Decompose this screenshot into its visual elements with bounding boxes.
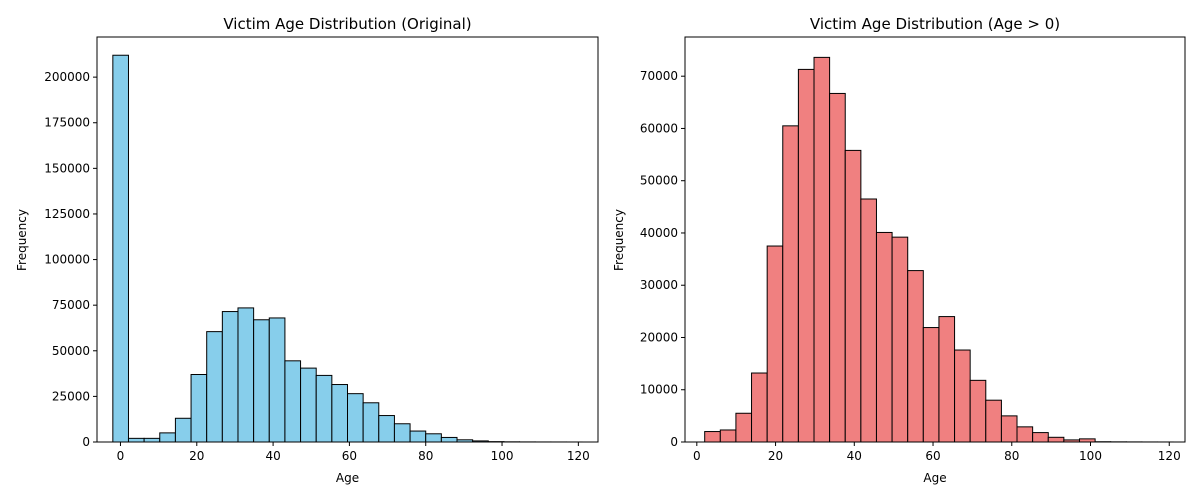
y-axis-label: Frequency [612, 209, 626, 271]
bars [112, 54, 583, 443]
bar [127, 437, 145, 443]
chart-age-gt-0: Victim Age Distribution (Age > 0) Age Fr… [612, 15, 1186, 485]
x-tick-label: 100 [491, 449, 514, 463]
y-ticks: 0 25000 50000 75000 100000 125000 150000 175000… [44, 70, 97, 449]
y-tick-label: 20000 [640, 330, 678, 344]
bar [190, 374, 208, 443]
bar [751, 372, 768, 443]
bar [143, 437, 161, 443]
y-tick-label: 125000 [44, 207, 90, 221]
y-tick-label: 70000 [640, 69, 678, 83]
bar [159, 432, 176, 443]
bar [440, 436, 458, 443]
x-tick-label: 40 [847, 449, 862, 463]
bar [315, 374, 333, 443]
x-ticks: 0 20 40 60 80 100 120 [117, 442, 590, 463]
x-tick-label: 0 [693, 449, 701, 463]
bar [378, 415, 395, 443]
bar [221, 311, 239, 443]
bar [782, 125, 799, 443]
bar [393, 423, 411, 443]
bar [969, 379, 987, 443]
bar [954, 349, 971, 443]
y-tick-label: 0 [82, 435, 90, 449]
bar [253, 319, 270, 443]
bars [704, 56, 1174, 443]
x-ticks: 0 20 40 60 80 100 120 [693, 442, 1181, 463]
y-tick-label: 150000 [44, 161, 90, 175]
bar [797, 68, 815, 443]
bar [938, 316, 956, 443]
bar [1032, 432, 1049, 443]
chart-title: Victim Age Distribution (Original) [223, 15, 471, 33]
bar [704, 431, 721, 443]
bar [206, 331, 223, 443]
y-tick-label: 200000 [44, 70, 90, 84]
x-tick-label: 100 [1079, 449, 1102, 463]
y-axis-label: Frequency [15, 209, 29, 271]
x-axis-label: Age [923, 471, 946, 485]
bar [174, 417, 192, 443]
x-tick-label: 60 [925, 449, 940, 463]
x-axis-label: Age [336, 471, 359, 485]
y-tick-label: 50000 [52, 344, 90, 358]
bar [844, 149, 862, 443]
x-tick-label: 40 [265, 449, 280, 463]
chart-title: Victim Age Distribution (Age > 0) [810, 15, 1060, 33]
x-tick-label: 80 [1004, 449, 1019, 463]
plot-frame [684, 36, 1186, 443]
y-tick-label: 40000 [640, 226, 678, 240]
bar [331, 384, 348, 443]
y-tick-label: 100000 [44, 253, 90, 267]
bar [766, 245, 784, 443]
bar [922, 327, 940, 443]
y-ticks: 0 10000 20000 30000 40000 50000 60000 70000 [640, 69, 685, 449]
y-tick-label: 25000 [52, 389, 90, 403]
x-tick-label: 20 [768, 449, 783, 463]
chart-original: Victim Age Distribution (Original) Age F… [15, 15, 599, 485]
bar [891, 236, 909, 443]
x-tick-label: 80 [418, 449, 433, 463]
y-tick-label: 60000 [640, 121, 678, 135]
y-tick-label: 0 [670, 435, 678, 449]
bar [1016, 426, 1034, 443]
x-tick-label: 60 [342, 449, 357, 463]
bar [268, 317, 286, 443]
bar [409, 430, 427, 443]
y-tick-label: 175000 [44, 116, 90, 130]
x-tick-label: 120 [1158, 449, 1181, 463]
x-tick-label: 20 [189, 449, 204, 463]
x-tick-label: 0 [117, 449, 125, 463]
bar [735, 412, 753, 443]
x-tick-label: 120 [567, 449, 590, 463]
bar [425, 433, 442, 443]
bar [907, 270, 924, 443]
y-tick-label: 10000 [640, 383, 678, 397]
bar [237, 307, 255, 443]
y-tick-label: 30000 [640, 278, 678, 292]
bar [112, 54, 129, 443]
plot-frame [96, 36, 599, 443]
bar [1047, 436, 1065, 443]
bar [829, 92, 846, 443]
bar [719, 429, 737, 443]
bar [362, 402, 380, 443]
bar [284, 360, 302, 443]
bar [347, 393, 364, 443]
y-tick-label: 50000 [640, 174, 678, 188]
bar [875, 231, 893, 443]
y-tick-label: 75000 [52, 298, 90, 312]
bar [1000, 415, 1018, 443]
bar [300, 367, 317, 443]
bar [985, 399, 1002, 443]
bar [813, 56, 831, 443]
bar [860, 198, 877, 443]
